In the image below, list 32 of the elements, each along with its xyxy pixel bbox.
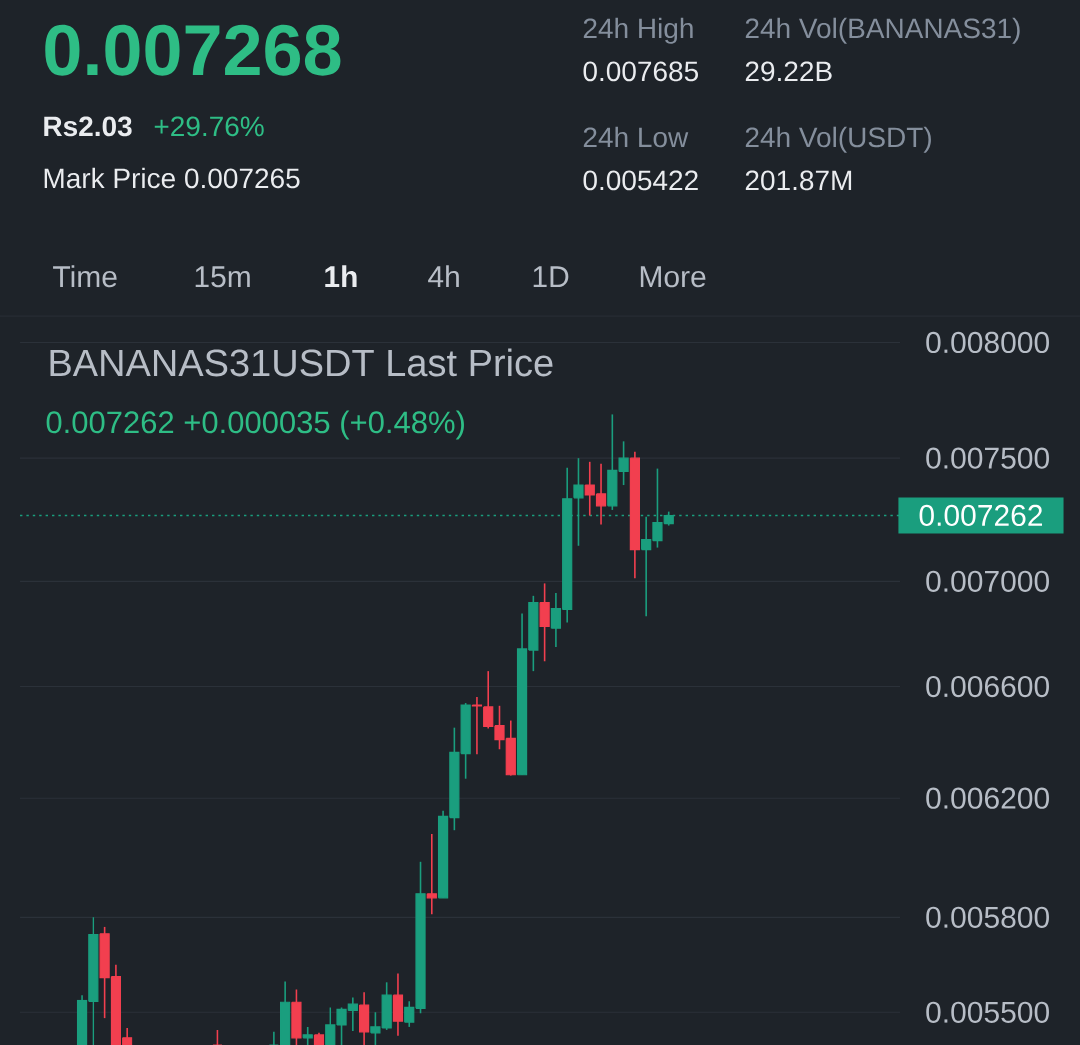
text: +29.76% <box>154 116 264 137</box>
y-tick-label: 0.006600 <box>926 675 1049 698</box>
y-tick-label: 0.005800 <box>926 906 1049 928</box>
text: 1D <box>533 266 569 288</box>
text: Rs2.03 <box>44 116 132 137</box>
text: 1h <box>325 265 357 288</box>
y-tick-label: 0.008000 <box>926 331 1049 354</box>
candlestick <box>539 582 550 663</box>
y-tick-label: 0.007500 <box>926 447 1049 469</box>
text: BANANAS31USDT Last Price <box>50 348 553 377</box>
text: 4h <box>428 265 459 288</box>
text: Time <box>53 265 117 288</box>
candlestick <box>426 833 437 916</box>
candlestick <box>471 696 483 756</box>
y-tick-label: 0.006200 <box>926 787 1049 809</box>
text: 0.005422 <box>583 170 698 191</box>
text: 201.87M <box>745 170 852 191</box>
text: More <box>640 266 706 288</box>
text: 24h Vol(USDT) <box>745 126 931 153</box>
ref-line-label: 0.007262 <box>919 504 1043 527</box>
text: 24h Low <box>583 126 689 148</box>
candlestick <box>302 1026 313 1045</box>
text: 24h High <box>583 17 693 44</box>
y-tick-label: 0.007000 <box>926 570 1049 592</box>
text: 29.22B <box>745 61 832 82</box>
text: 15m <box>195 266 250 288</box>
text: 0.007268 <box>45 24 341 76</box>
text: 0.007685 <box>583 61 698 82</box>
text: Mark Price 0.007265 <box>44 167 300 189</box>
y-tick-label: 0.005500 <box>926 1001 1049 1023</box>
text: 0.007262 +0.000035 (+0.48%) <box>46 410 464 440</box>
text: 24h Vol(BANANAS31) <box>745 17 1020 44</box>
